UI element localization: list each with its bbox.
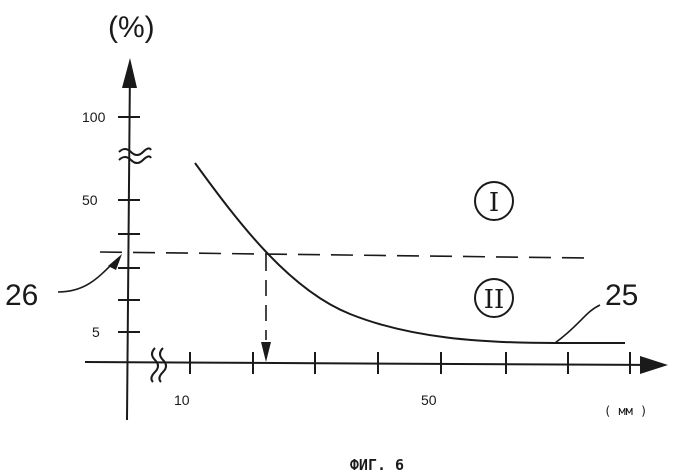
y-axis-arrow-icon — [122, 58, 137, 88]
x-axis — [85, 348, 668, 382]
label-25: 25 — [605, 279, 638, 312]
region-label-lower: II — [484, 285, 505, 315]
curve-25 — [195, 163, 625, 343]
x-tick-label-50: 50 — [421, 392, 437, 408]
label-26: 26 — [5, 279, 38, 312]
y-tick-label-100: 100 — [82, 109, 106, 125]
label-26-leader — [58, 262, 114, 292]
figure-caption: ФИГ. 6 — [350, 456, 404, 473]
y-tick-label-5: 5 — [92, 324, 100, 340]
x-axis-break-icon — [151, 348, 166, 382]
y-axis-break-icon — [119, 148, 151, 163]
x-unit-label: ( мм ) — [604, 404, 647, 418]
y-axis — [118, 58, 151, 420]
threshold-dashed-line — [100, 252, 586, 258]
region-label-upper: I — [489, 188, 499, 218]
x-axis-arrow-icon — [640, 356, 668, 374]
label-25-leader — [555, 305, 600, 343]
drop-arrow-icon — [261, 342, 271, 362]
y-unit-label: (%) — [108, 11, 155, 44]
y-tick-label-50: 50 — [82, 192, 98, 208]
x-tick-label-10: 10 — [174, 392, 190, 408]
